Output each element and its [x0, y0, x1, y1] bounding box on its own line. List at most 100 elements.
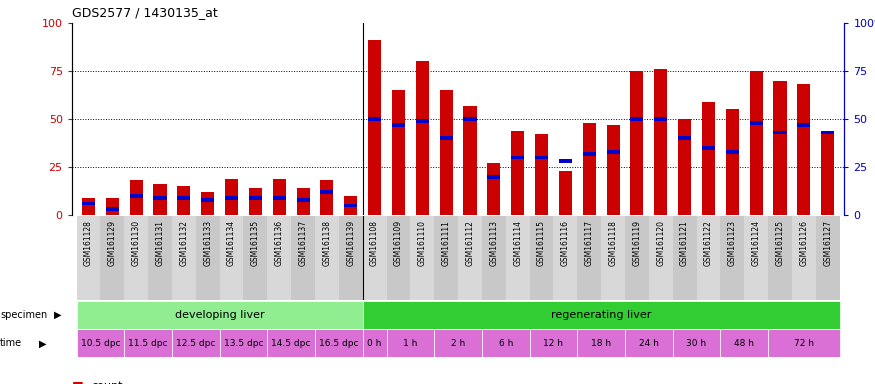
Text: GSM161130: GSM161130 [131, 220, 141, 266]
Bar [678, 119, 691, 215]
Bar [106, 198, 119, 215]
Bar [148, 216, 172, 300]
Bar [606, 150, 620, 154]
Bar [339, 216, 362, 300]
Bar [392, 90, 405, 215]
Text: GSM161135: GSM161135 [251, 220, 260, 266]
Bar [458, 216, 482, 300]
Bar [201, 198, 214, 202]
Text: GSM161139: GSM161139 [346, 220, 355, 266]
Bar [434, 329, 482, 357]
Bar [482, 329, 529, 357]
Bar [201, 192, 214, 215]
Text: regenerating liver: regenerating liver [551, 310, 651, 320]
Bar [583, 123, 596, 215]
Bar [792, 216, 816, 300]
Bar [82, 202, 95, 205]
Bar [297, 198, 310, 202]
Bar [106, 207, 119, 211]
Text: 12.5 dpc: 12.5 dpc [176, 339, 215, 348]
Text: GSM161128: GSM161128 [84, 220, 93, 266]
Bar [464, 106, 477, 215]
Bar [124, 329, 172, 357]
Bar [196, 216, 220, 300]
Text: 16.5 dpc: 16.5 dpc [319, 339, 359, 348]
Text: GSM161112: GSM161112 [466, 220, 474, 266]
Bar [320, 190, 333, 194]
Text: ▶: ▶ [38, 338, 46, 348]
Bar [248, 196, 262, 200]
Text: GSM161120: GSM161120 [656, 220, 665, 266]
Text: time: time [0, 338, 22, 348]
Text: 2 h: 2 h [451, 339, 466, 348]
Text: GSM161134: GSM161134 [227, 220, 236, 266]
Text: GSM161129: GSM161129 [108, 220, 116, 266]
Bar [578, 216, 601, 300]
Bar [702, 146, 715, 150]
Bar [583, 152, 596, 156]
Bar [673, 216, 696, 300]
Text: GSM161125: GSM161125 [775, 220, 785, 266]
Bar [678, 136, 691, 140]
Bar [816, 216, 840, 300]
Bar [101, 216, 124, 300]
Bar [243, 216, 267, 300]
Bar [774, 131, 787, 134]
Bar [673, 329, 720, 357]
Text: count: count [91, 381, 123, 384]
Text: GSM161131: GSM161131 [156, 220, 164, 266]
Bar [630, 71, 643, 215]
Bar [606, 125, 620, 215]
Bar [248, 188, 262, 215]
Bar [578, 329, 625, 357]
Bar [487, 163, 500, 215]
Text: GSM161115: GSM161115 [537, 220, 546, 266]
Text: GSM161111: GSM161111 [442, 220, 451, 266]
Bar [529, 216, 554, 300]
Bar [291, 216, 315, 300]
Bar [511, 131, 524, 215]
Bar [368, 117, 382, 121]
Bar [725, 109, 738, 215]
Bar [130, 194, 143, 198]
Bar [267, 329, 315, 357]
Text: GSM161114: GSM161114 [513, 220, 522, 266]
Bar [368, 40, 382, 215]
Text: 24 h: 24 h [639, 339, 659, 348]
Text: GSM161119: GSM161119 [633, 220, 641, 266]
Bar [392, 123, 405, 127]
Bar [178, 186, 191, 215]
Text: GSM161108: GSM161108 [370, 220, 379, 266]
Bar [362, 216, 387, 300]
Bar [220, 329, 267, 357]
Bar [529, 329, 578, 357]
Bar [601, 216, 625, 300]
Bar [535, 156, 548, 159]
Text: 72 h: 72 h [794, 339, 814, 348]
Bar [178, 196, 191, 200]
Bar [720, 329, 768, 357]
Bar [76, 301, 362, 329]
Bar [362, 329, 387, 357]
Bar [416, 61, 429, 215]
Text: GSM161133: GSM161133 [203, 220, 212, 266]
Text: GSM161127: GSM161127 [823, 220, 832, 266]
Bar [434, 216, 458, 300]
Bar [630, 117, 643, 121]
Text: GSM161132: GSM161132 [179, 220, 188, 266]
Bar [76, 216, 101, 300]
Text: 30 h: 30 h [687, 339, 707, 348]
Bar [482, 216, 506, 300]
Text: GSM161123: GSM161123 [728, 220, 737, 266]
Bar [273, 196, 286, 200]
Text: ▶: ▶ [54, 310, 62, 320]
Bar [654, 117, 668, 121]
Bar [220, 216, 243, 300]
Text: 0 h: 0 h [368, 339, 382, 348]
Bar [768, 329, 840, 357]
Bar [535, 134, 548, 215]
Bar [654, 69, 668, 215]
Bar [344, 204, 357, 207]
Bar [297, 188, 310, 215]
Text: specimen: specimen [0, 310, 47, 320]
